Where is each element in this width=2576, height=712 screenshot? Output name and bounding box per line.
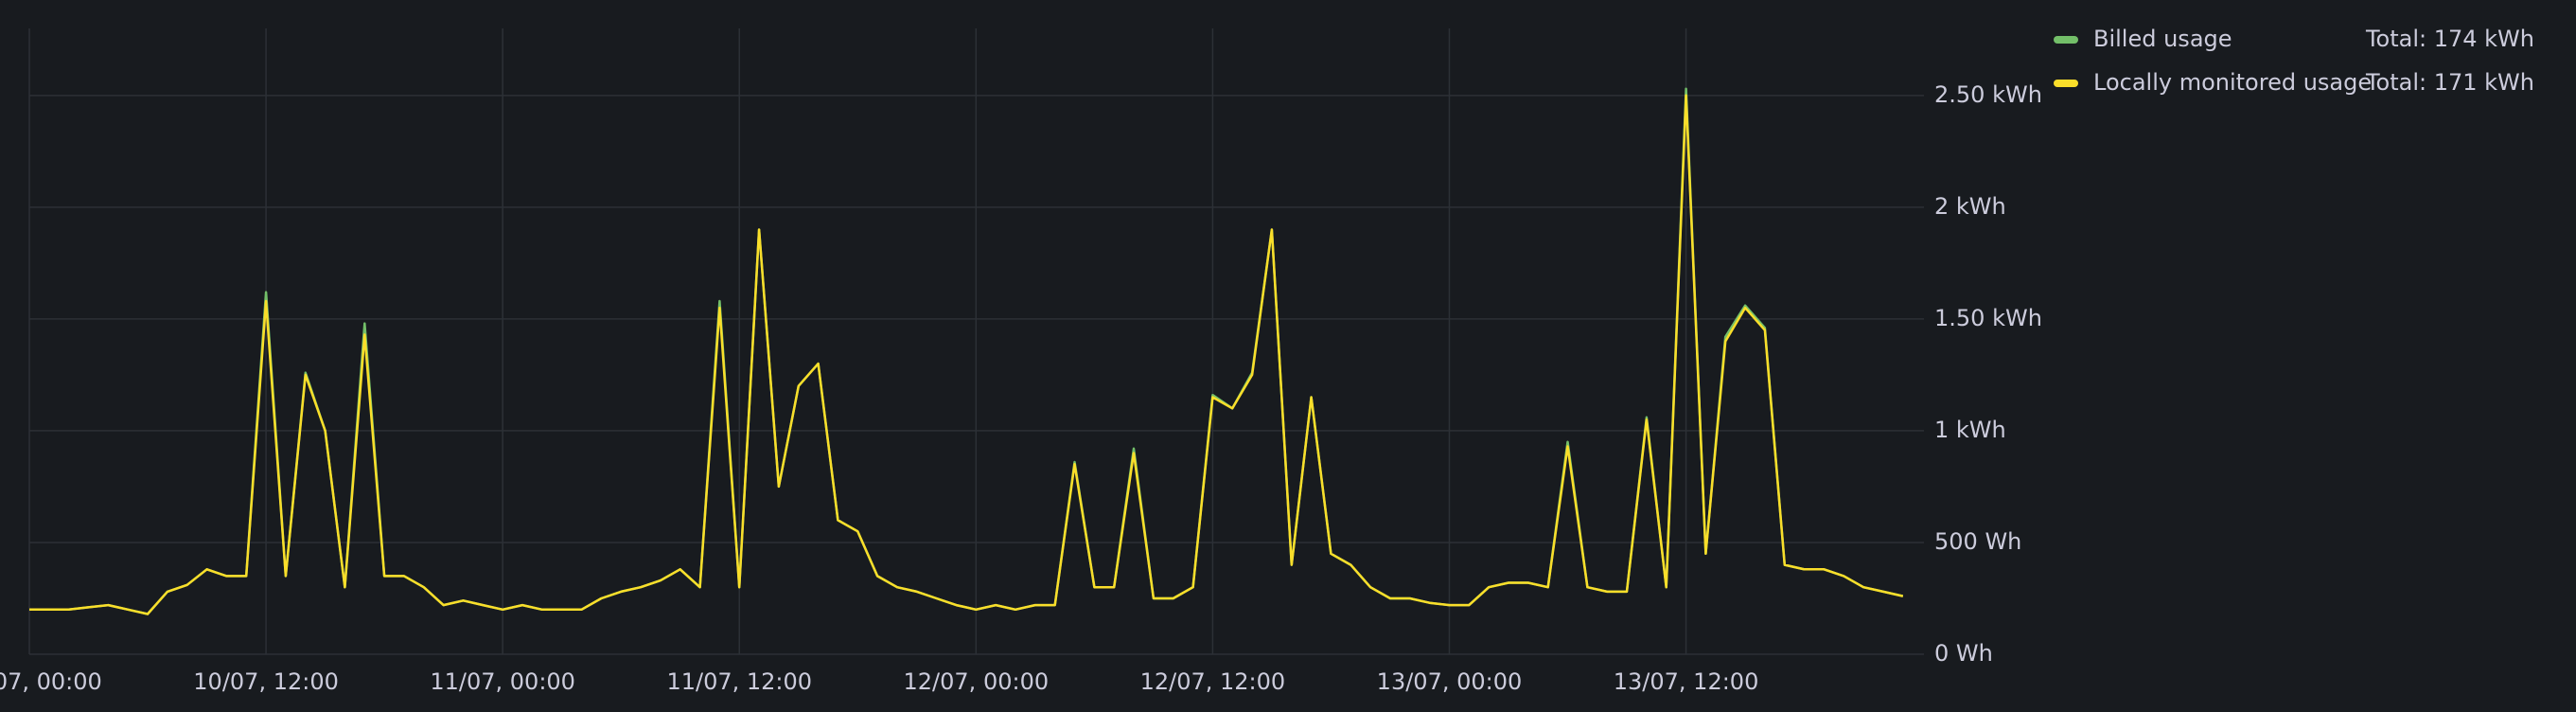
x-tick-label: 13/07, 00:00: [1377, 668, 1523, 695]
x-tick-label: 11/07, 00:00: [430, 668, 575, 695]
series-line: [29, 87, 1904, 615]
legend-swatch: [2054, 36, 2078, 44]
legend-total: Total: 171 kWh: [2365, 69, 2534, 96]
y-tick-label: 2 kWh: [1934, 193, 2006, 220]
legend-total: Total: 174 kWh: [2365, 26, 2534, 52]
x-tick-label: 12/07, 00:00: [904, 668, 1050, 695]
series-line: [29, 94, 1904, 615]
y-tick-label: 500 Wh: [1934, 528, 2021, 555]
x-tick-label: 10/07, 00:00: [0, 668, 102, 695]
x-tick-label: 10/07, 12:00: [193, 668, 339, 695]
legend-label: Billed usage: [2093, 26, 2232, 52]
y-tick-label: 1.50 kWh: [1934, 305, 2042, 331]
y-tick-label: 2.50 kWh: [1934, 81, 2042, 108]
y-tick-label: 1 kWh: [1934, 417, 2006, 443]
legend-label: Locally monitored usage: [2093, 69, 2372, 96]
x-tick-label: 12/07, 12:00: [1140, 668, 1286, 695]
legend-swatch: [2054, 80, 2078, 87]
x-tick-label: 11/07, 12:00: [666, 668, 812, 695]
x-tick-label: 13/07, 12:00: [1614, 668, 1759, 695]
y-tick-label: 0 Wh: [1934, 640, 1993, 667]
